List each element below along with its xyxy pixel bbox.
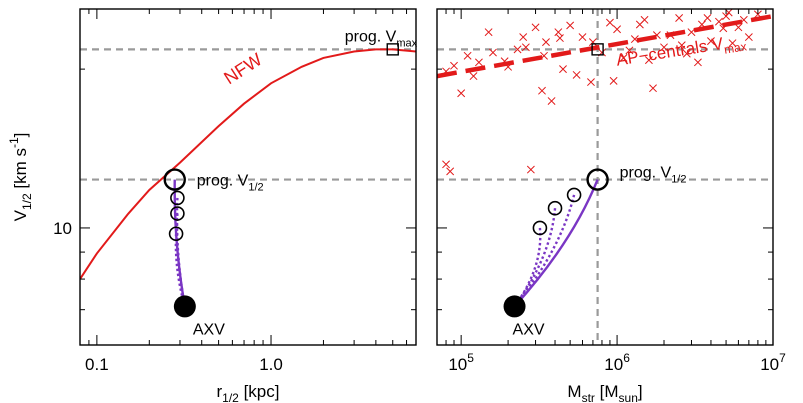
scatter-point	[469, 72, 478, 81]
nfw-curve	[80, 48, 416, 280]
scatter-point	[526, 165, 535, 174]
prog-vhalf-label: prog. V1/2	[197, 173, 264, 194]
scatter-point	[644, 56, 653, 65]
nfw-label: NFW	[220, 49, 265, 88]
scatter-point	[519, 33, 528, 42]
right-panel: 105 106 107 Mstr [Msun] AP−centrals Vmax prog…	[436, 8, 786, 403]
scatter-point	[635, 20, 644, 29]
scatter-point	[531, 23, 540, 32]
scatter-point	[538, 86, 546, 95]
track-dotted	[513, 227, 542, 308]
x-ticks	[436, 9, 774, 345]
prog-vhalf-label: prog. V1/2	[620, 165, 687, 186]
ap-centrals-label: AP−centrals Vmax	[615, 30, 748, 73]
scatter-point	[572, 70, 581, 79]
track-solid	[513, 179, 599, 308]
plot-frame	[79, 8, 417, 346]
scatter-point	[677, 41, 686, 50]
scatter-point	[542, 38, 550, 47]
plot-frame	[436, 8, 774, 346]
scatter-point	[555, 34, 564, 43]
scatter-point	[463, 51, 472, 60]
scatter-point	[566, 21, 575, 30]
scatter-point	[521, 43, 530, 52]
y-tick-label: 10	[53, 219, 72, 238]
axv-marker	[173, 295, 196, 318]
scatter-point	[457, 89, 466, 98]
intermediate-marker	[170, 206, 185, 221]
y-axis-label: V1/2 [km s-1]	[7, 133, 34, 222]
x-axis-label: Mstr [Msun]	[567, 382, 642, 403]
progenitor-vhalf-marker	[163, 168, 186, 191]
scatter-point	[675, 14, 684, 22]
intermediate-marker	[566, 187, 582, 203]
prog-vmax-square	[591, 43, 604, 56]
axv-label: AXV	[193, 321, 225, 338]
y-ticks	[437, 68, 773, 346]
y-ticks	[80, 68, 416, 346]
scatter-point	[450, 61, 458, 70]
scatter-point	[587, 78, 595, 87]
axv-label: AXV	[513, 321, 545, 338]
intermediate-marker	[168, 226, 184, 242]
intermediate-marker	[547, 200, 563, 216]
axv-marker	[503, 295, 526, 318]
scatter-point	[649, 84, 657, 93]
x-tick-label: 106	[604, 351, 630, 374]
scatter-group	[442, 9, 762, 176]
scatter-point	[722, 12, 731, 21]
scatter-point	[588, 38, 597, 47]
scatter-point	[442, 160, 450, 169]
x-ticks	[79, 9, 408, 345]
x-tick-label: 1.0	[259, 355, 283, 374]
prog-vmax-label: prog. Vmax	[345, 28, 418, 49]
scatter-point	[728, 39, 737, 48]
left-panel: 0.1 1.0 10 r1/2 [kpc] V1/2 [km s-1] NFW prog. …	[7, 8, 418, 403]
x-axis-label: r1/2 [kpc]	[217, 382, 280, 403]
scatter-point	[706, 37, 715, 46]
scatter-point	[682, 49, 691, 58]
scatter-point	[489, 48, 497, 57]
plot-area	[80, 43, 416, 318]
scatter-point	[578, 33, 587, 42]
scatter-point	[714, 17, 723, 26]
x-tick-label: 0.1	[85, 355, 109, 374]
scatter-point	[605, 18, 614, 27]
scatter-point	[474, 58, 483, 67]
track-dotted	[175, 213, 187, 307]
scatter-point	[547, 97, 556, 105]
intermediate-marker	[170, 190, 185, 206]
scatter-point	[559, 65, 567, 74]
plot-area	[437, 9, 773, 345]
progenitor-vhalf-marker	[586, 168, 609, 191]
scatter-point	[703, 14, 712, 22]
scatter-point	[484, 28, 493, 37]
x-tick-label: 107	[760, 351, 786, 374]
scatter-point	[693, 58, 702, 67]
prog-vmax-square	[386, 43, 399, 56]
scatter-point	[609, 76, 618, 85]
scatter-point	[513, 45, 522, 54]
track-dotted	[513, 194, 576, 308]
scatter-point	[446, 167, 455, 176]
intermediate-marker	[532, 220, 548, 236]
scatter-point	[554, 28, 563, 37]
scatter-point	[625, 46, 634, 55]
scatter-point	[660, 43, 668, 52]
x-tick-label: 105	[448, 351, 474, 374]
scatter-point	[744, 33, 753, 42]
scatter-point	[619, 53, 628, 62]
scatter-point	[613, 25, 622, 34]
